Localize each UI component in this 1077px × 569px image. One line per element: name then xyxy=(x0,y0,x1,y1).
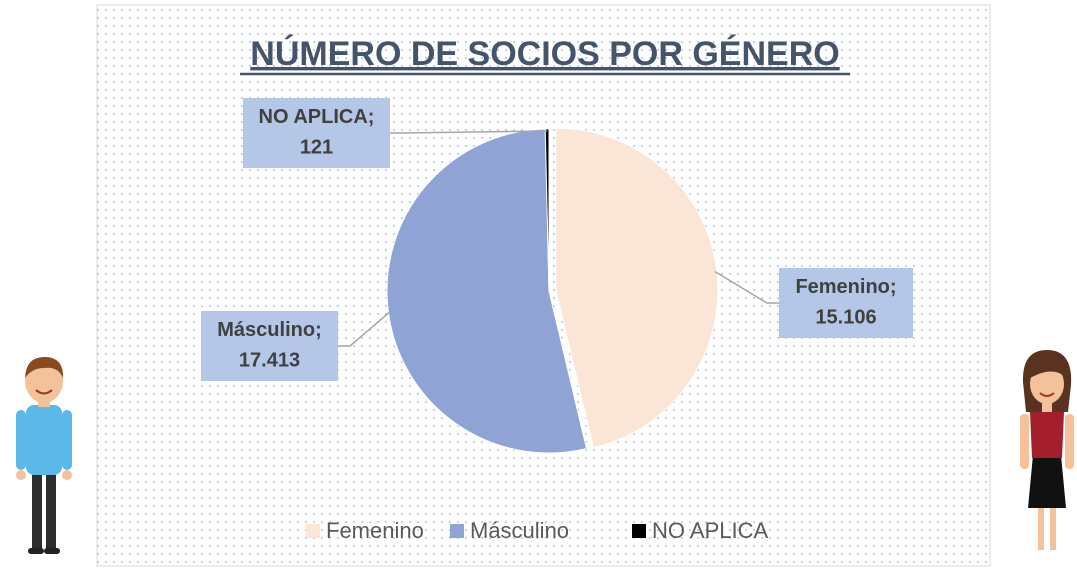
legend-label: Femenino xyxy=(326,518,424,543)
leader-line xyxy=(390,130,548,134)
data-label-value: 121 xyxy=(300,136,333,158)
leader-line xyxy=(714,270,779,304)
data-label-box xyxy=(243,98,390,168)
data-label: Másculino; xyxy=(217,319,321,341)
data-label: Femenino; xyxy=(795,276,896,298)
chart-title: NÚMERO DE SOCIOS POR GÉNERO xyxy=(250,35,839,73)
data-label-separator: ; xyxy=(890,276,897,298)
pie-slice xyxy=(544,128,550,292)
legend-swatch xyxy=(450,524,464,538)
woman-illustration xyxy=(1020,350,1074,550)
data-label-separator: ; xyxy=(368,106,375,128)
data-label-separator: ; xyxy=(315,319,322,341)
legend-label: NO APLICA xyxy=(652,518,768,543)
man-illustration xyxy=(16,356,72,554)
legend-swatch xyxy=(306,524,320,538)
data-label-box xyxy=(779,268,913,338)
data-label-category: Femenino xyxy=(795,276,889,298)
data-label-value: 15.106 xyxy=(815,306,876,328)
data-label-category: NO APLICA xyxy=(259,106,368,128)
pie-slice xyxy=(555,127,719,449)
data-label-value: 17.413 xyxy=(239,349,300,371)
leader-line xyxy=(338,310,391,347)
legend-swatch xyxy=(632,524,646,538)
legend-label: Másculino xyxy=(470,518,569,543)
data-label: NO APLICA; xyxy=(259,106,375,128)
data-label-box xyxy=(201,311,338,381)
data-label-category: Másculino xyxy=(217,319,315,341)
pie-slice xyxy=(386,128,588,454)
